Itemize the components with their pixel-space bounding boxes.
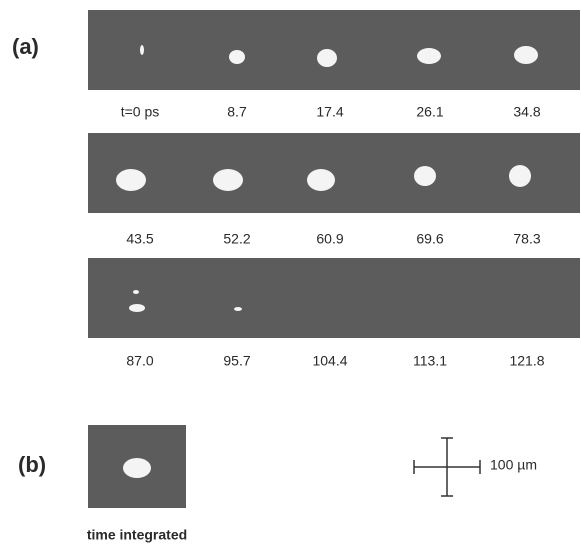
frame-time: 34.8 <box>513 104 540 120</box>
blob <box>129 304 145 312</box>
blob <box>414 166 436 186</box>
frame-time: 69.6 <box>416 231 443 247</box>
blob <box>514 46 538 64</box>
frame-time: 17.4 <box>316 104 343 120</box>
blob <box>317 49 337 67</box>
figure: (a) (b) time integrated 100 µm t=0 ps 8.7… <box>0 0 581 550</box>
blob <box>140 45 144 55</box>
frame-time: 95.7 <box>223 353 250 369</box>
frame-time: 8.7 <box>227 104 247 120</box>
frame-time: 52.2 <box>223 231 250 247</box>
blob <box>123 458 151 478</box>
blob <box>234 307 242 311</box>
scale-label: 100 µm <box>490 457 537 473</box>
frame-strip <box>88 258 580 338</box>
frame-time: 26.1 <box>416 104 443 120</box>
scale-cross <box>414 438 480 496</box>
blob <box>229 50 245 64</box>
blob <box>307 169 335 191</box>
blob <box>133 290 139 294</box>
frame-time: t=0 ps <box>121 104 160 120</box>
frame-time: 104.4 <box>312 353 347 369</box>
frame-time: 121.8 <box>509 353 544 369</box>
frame-time: 43.5 <box>126 231 153 247</box>
blob <box>417 48 441 64</box>
panel-label: (b) <box>18 452 46 477</box>
panel-label: (a) <box>12 34 39 59</box>
blob <box>213 169 243 191</box>
blob <box>509 165 531 187</box>
frame-strip <box>88 10 580 90</box>
frame-time: 113.1 <box>413 353 447 369</box>
frame-time: 87.0 <box>126 353 153 369</box>
frame-time: 60.9 <box>316 231 343 247</box>
frame-time: 78.3 <box>513 231 540 247</box>
caption: time integrated <box>87 527 187 543</box>
blob <box>116 169 146 191</box>
frame-strip <box>88 133 580 213</box>
